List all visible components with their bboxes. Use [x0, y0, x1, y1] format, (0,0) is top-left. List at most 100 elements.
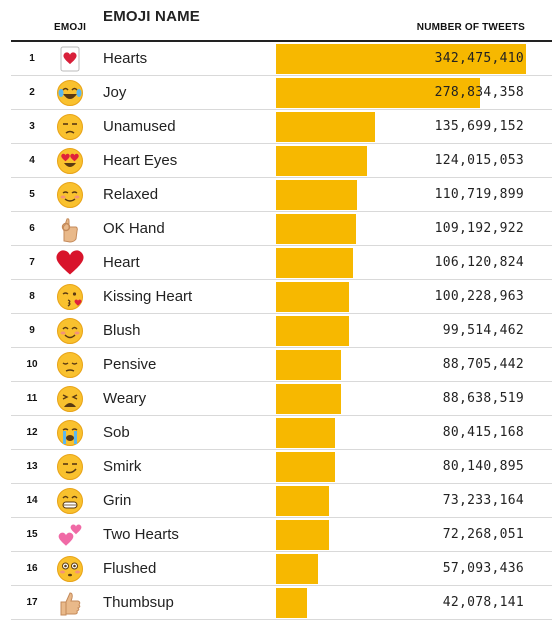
rank-number: 5	[29, 189, 35, 200]
table-row: 4 Heart Eyes 124,015,053	[0, 144, 552, 178]
row-separator	[11, 449, 552, 450]
emoji-name: Thumbsup	[103, 594, 174, 611]
row-separator	[11, 415, 552, 416]
rank-number: 1	[29, 53, 35, 64]
red-heart-icon	[56, 249, 84, 277]
row-separator	[11, 211, 552, 212]
table-row: 12 Sob 80,415,168	[0, 416, 552, 450]
tweet-count-bar	[276, 146, 367, 176]
rank-number: 14	[26, 495, 38, 506]
table-row: 11 Weary 88,638,519	[0, 382, 552, 416]
emoji-name: Flushed	[103, 560, 157, 577]
emoji-name: Heart Eyes	[103, 152, 178, 169]
tweet-count-label: 73,233,164	[442, 493, 524, 508]
rank-number: 12	[26, 427, 38, 438]
row-separator	[11, 279, 552, 280]
row-separator	[11, 551, 552, 552]
tweet-count-label: 110,719,899	[434, 187, 524, 202]
tweet-count-bar	[276, 520, 329, 550]
row-separator	[11, 313, 552, 314]
rank-number: 9	[29, 325, 35, 336]
row-separator	[11, 619, 552, 620]
table-row: 17 Thumbsup 42,078,141	[0, 586, 552, 620]
emoji-name: Heart	[103, 254, 140, 271]
tweet-count-bar	[276, 78, 480, 108]
emoji-name: Joy	[103, 84, 127, 101]
tweet-count-label: 99,514,462	[442, 323, 524, 338]
tweet-count-bar	[276, 554, 318, 584]
emoji-name: Unamused	[103, 118, 176, 135]
row-separator	[11, 483, 552, 484]
row-separator	[11, 585, 552, 586]
emoji-name: Hearts	[103, 50, 148, 67]
row-separator	[11, 347, 552, 348]
emoji-name: Smirk	[103, 458, 142, 475]
tweet-count-bar	[276, 452, 335, 482]
hearts-card-icon	[56, 45, 84, 73]
rank-number: 17	[26, 597, 38, 608]
emoji-name: Weary	[103, 390, 147, 407]
flushed-face-icon	[56, 555, 84, 583]
rank-number: 13	[26, 461, 38, 472]
heart-eyes-face-icon	[56, 147, 84, 175]
rank-number: 7	[29, 257, 35, 268]
table-row: 13 Smirk 80,140,895	[0, 450, 552, 484]
tweet-count-bar	[276, 282, 350, 312]
thumbsup-icon	[56, 589, 84, 617]
tweet-count-label: 80,140,895	[442, 459, 524, 474]
row-separator	[11, 109, 552, 110]
table-row: 2 Joy 278,834,358	[0, 76, 552, 110]
tweet-count-label: 135,699,152	[434, 119, 524, 134]
tweet-count-label: 106,120,824	[434, 255, 524, 270]
tweet-count-bar	[276, 214, 356, 244]
smirk-face-icon	[56, 453, 84, 481]
table-row: 8 Kissing Heart 100,228,963	[0, 280, 552, 314]
tweet-count-bar	[276, 112, 376, 142]
emoji-name: Pensive	[103, 356, 157, 373]
pensive-face-icon	[56, 351, 84, 379]
tweet-count-label: 100,228,963	[434, 289, 524, 304]
row-separator	[11, 75, 552, 76]
table-row: 10 Pensive 88,705,442	[0, 348, 552, 382]
table-row: 6 OK Hand 109,192,922	[0, 212, 552, 246]
joy-face-icon	[56, 79, 84, 107]
row-separator	[11, 245, 552, 246]
tweet-count-label: 124,015,053	[434, 153, 524, 168]
emoji-column-header: EMOJI	[54, 22, 87, 33]
table-row: 5 Relaxed 110,719,899	[0, 178, 552, 212]
tweet-count-bar	[276, 486, 330, 516]
table-row: 16 Flushed 57,093,436	[0, 552, 552, 586]
row-separator	[11, 517, 552, 518]
emoji-name: Grin	[103, 492, 132, 509]
tweet-count-bar	[276, 44, 526, 74]
ok-hand-icon	[56, 215, 84, 243]
tweet-count-bar	[276, 248, 354, 278]
table-header: EMOJI EMOJI NAME NUMBER OF TWEETS	[0, 0, 552, 40]
two-hearts-icon	[56, 521, 84, 549]
tweet-count-label: 80,415,168	[442, 425, 524, 440]
rank-number: 10	[26, 359, 38, 370]
kissing-heart-face-icon	[56, 283, 84, 311]
sob-face-icon	[56, 419, 84, 447]
tweet-count-bar	[276, 418, 335, 448]
relaxed-face-icon	[56, 181, 84, 209]
rank-number: 16	[26, 563, 38, 574]
tweet-count-bar	[276, 384, 341, 414]
emoji-name: Relaxed	[103, 186, 159, 203]
rank-number: 15	[26, 529, 38, 540]
rank-number: 6	[29, 223, 35, 234]
weary-face-icon	[56, 385, 84, 413]
table-row: 15 Two Hearts 72,268,051	[0, 518, 552, 552]
table-row: 3 Unamused 135,699,152	[0, 110, 552, 144]
rank-number: 3	[29, 121, 35, 132]
tweet-count-label: 42,078,141	[442, 595, 524, 610]
row-separator	[11, 143, 552, 144]
tweet-count-label: 342,475,410	[434, 51, 524, 66]
table-row: 14 Grin 73,233,164	[0, 484, 552, 518]
emoji-name: OK Hand	[103, 220, 165, 237]
tweet-count-bar	[276, 588, 307, 618]
rank-number: 4	[29, 155, 35, 166]
blush-face-icon	[56, 317, 84, 345]
emoji-name: Kissing Heart	[103, 288, 193, 305]
rank-number: 8	[29, 291, 35, 302]
